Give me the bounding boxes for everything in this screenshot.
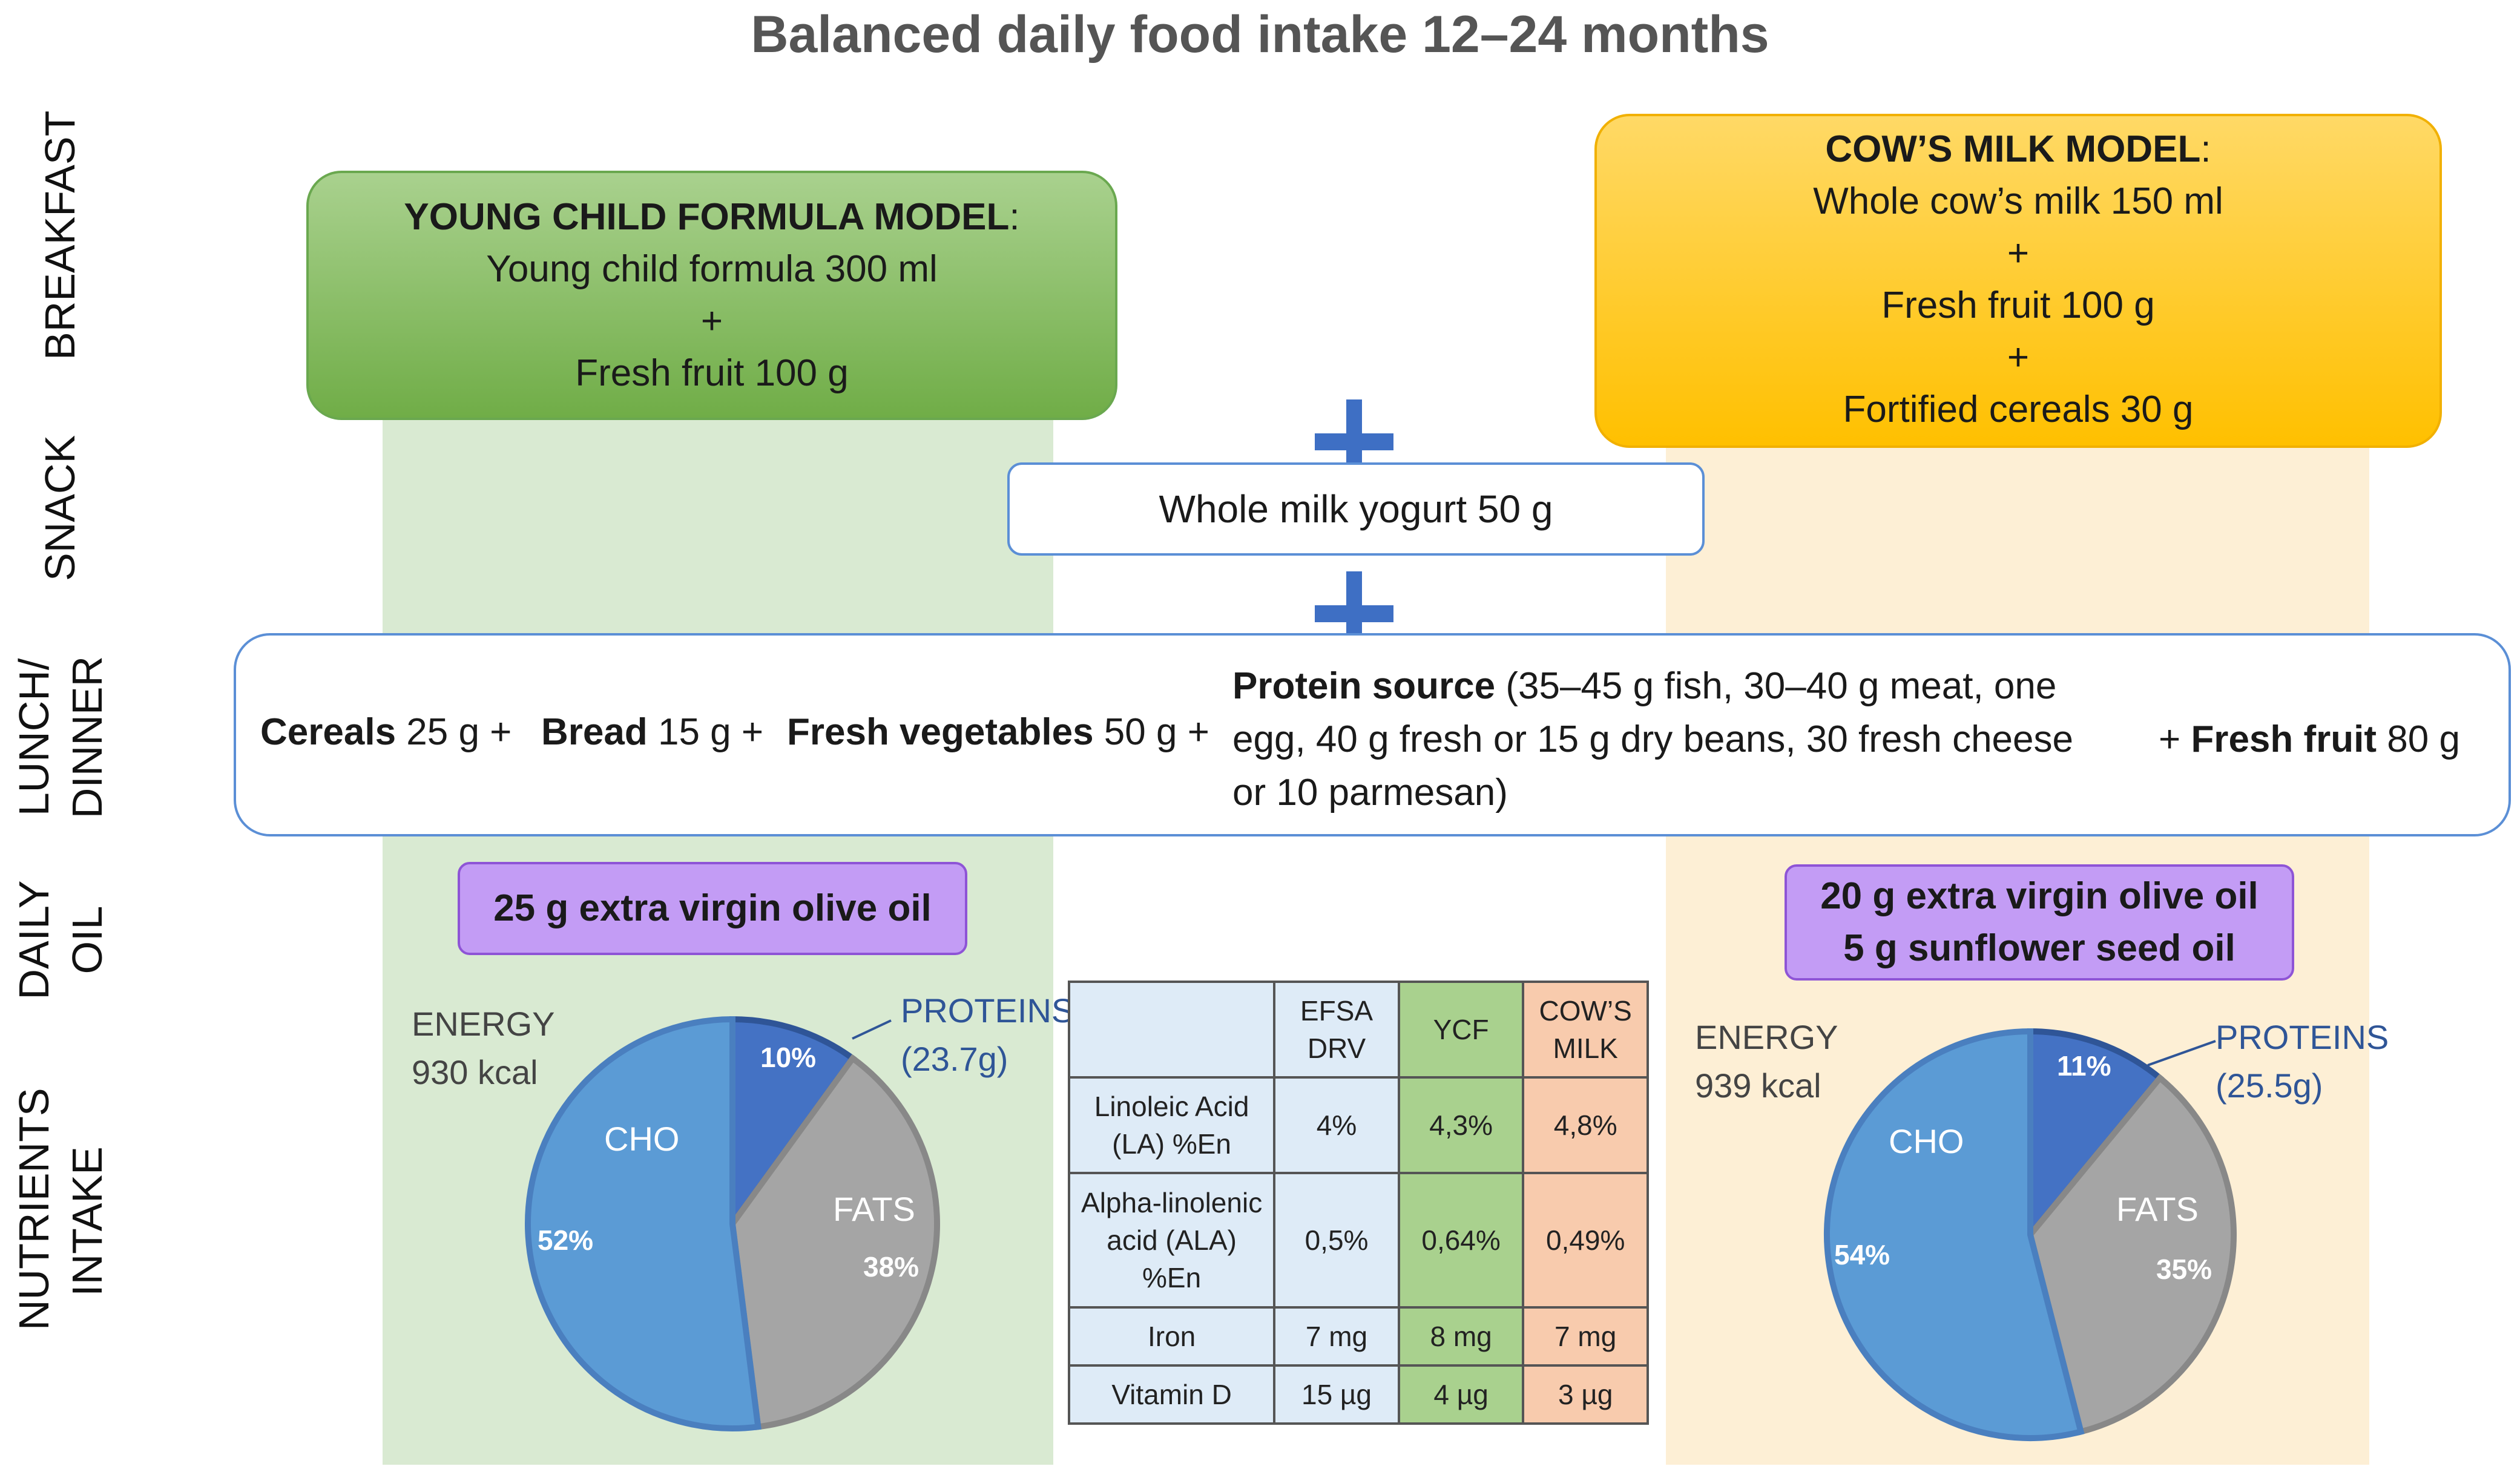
cow-model-line3: Fortified cereals 30 g [1843,389,2194,430]
ycf-model-box: YOUNG CHILD FORMULA MODEL: Young child f… [306,171,1117,420]
table-cell: 7 mg [1273,1306,1400,1367]
ycf-model-heading: YOUNG CHILD FORMULA MODEL: [404,196,1020,238]
bread-item: Bread 15 g + [541,711,764,753]
table-cell: 3 µg [1522,1364,1649,1425]
protein-source-item: Protein source (35–45 g fish, 30–40 g me… [1232,665,2074,813]
table-cell: 0,64% [1397,1172,1525,1309]
ycf-pie-slice-cho [524,1016,762,1431]
table-header-cell [1067,981,1276,1079]
cow-cho-pct: 54% [1834,1239,1890,1270]
ycf-fats-pct: 38% [863,1251,920,1283]
cow-model-plus1: + [2007,232,2030,274]
cow-model-box: COW’S MILK MODEL: Whole cow’s milk 150 m… [1594,114,2442,448]
table-cell: 4,3% [1397,1076,1525,1174]
cow-pie-slice-cho [1824,1028,2085,1441]
cow-model-plus2: + [2007,337,2030,378]
proteins-leader-line [2147,1040,2216,1066]
ycf-fats-label: FATS [833,1190,915,1228]
cow-model-line2: Fresh fruit 100 g [1881,284,2155,326]
table-cell: Linoleic Acid (LA) %En [1067,1076,1276,1174]
ycf-proteins-pct: 10% [760,1042,817,1073]
table-header-row: EFSA DRV YCF COW’S MILK [1067,981,1649,1079]
table-cell: 8 mg [1397,1306,1525,1367]
lunch-dinner-box: Cereals 25 g + Bread 15 g + Fresh vegeta… [234,633,2511,836]
ycf-proteins-label: PROTEINS (23.7g) [901,991,1074,1078]
nutrient-table: EFSA DRV YCF COW’S MILK Linoleic Acid (L… [1067,981,1649,1425]
table-cell: 0,49% [1522,1172,1649,1309]
table-row: Vitamin D 15 µg 4 µg 3 µg [1067,1364,1649,1425]
table-cell: 4,8% [1522,1076,1649,1174]
ycf-oil-text: 25 g extra virgin olive oil [493,887,932,929]
snack-box: Whole milk yogurt 50 g [1007,462,1705,556]
table-cell: 15 µg [1273,1364,1400,1425]
ycf-model-line1: Young child formula 300 ml [486,248,938,290]
ycf-oil-box: 25 g extra virgin olive oil [458,862,967,955]
cow-oil-box: 20 g extra virgin olive oil 5 g sunflowe… [1785,864,2294,981]
cow-proteins-pct: 11% [2057,1050,2111,1082]
cow-proteins-label: PROTEINS (25.5g) [2216,1018,2389,1105]
cow-cho-label: CHO [1889,1122,1964,1160]
page-title: Balanced daily food intake 12–24 months [751,5,1769,64]
vegetables-item: Fresh vegetables 50 g + [787,711,1209,753]
ycf-model-line2: Fresh fruit 100 g [575,352,849,394]
proteins-leader-line [852,1019,892,1040]
cow-oil-line1: 20 g extra virgin olive oil [1820,875,2258,917]
table-row: Linoleic Acid (LA) %En 4% 4,3% 4,8% [1067,1076,1649,1174]
table-row: Alpha-linolenic acid (ALA) %En 0,5% 0,64… [1067,1172,1649,1309]
table-cell: 0,5% [1273,1172,1400,1309]
ycf-energy-label: ENERGY 930 kcal [412,1005,555,1091]
cow-oil-line2: 5 g sunflower seed oil [1843,927,2235,969]
table-cell: 4 µg [1397,1364,1525,1425]
cow-model-line1: Whole cow’s milk 150 ml [1813,180,2223,222]
cow-model-heading: COW’S MILK MODEL: [1825,128,2211,170]
ycf-pie-slice-proteins [729,1016,857,1234]
ycf-pie-slice-fats [729,1054,940,1430]
snack-text: Whole milk yogurt 50 g [1159,487,1553,531]
table-header-cell: YCF [1397,981,1525,1079]
fresh-fruit-item: + Fresh fruit 80 g [2159,718,2460,760]
ycf-cho-pct: 52% [538,1224,594,1256]
table-cell: Iron [1067,1306,1276,1367]
table-cell: Alpha-linolenic acid (ALA) %En [1067,1172,1276,1309]
cow-energy-label: ENERGY 939 kcal [1695,1018,1838,1105]
cereals-item: Cereals 25 g + [260,711,512,753]
table-header-cell: EFSA DRV [1273,981,1400,1079]
cow-fats-label: FATS [2116,1190,2199,1228]
table-row: Iron 7 mg 8 mg 7 mg [1067,1306,1649,1367]
table-cell: 7 mg [1522,1306,1649,1367]
cow-fats-pct: 35% [2156,1254,2212,1285]
table-header-cell: COW’S MILK [1522,981,1649,1079]
cow-pie-slice-fats [2027,1074,2237,1436]
table-cell: Vitamin D [1067,1364,1276,1425]
ycf-cho-label: CHO [604,1120,680,1158]
ycf-model-plus: + [700,300,723,342]
cow-pie-slice-proteins [2027,1028,2165,1243]
table-cell: 4% [1273,1076,1400,1174]
